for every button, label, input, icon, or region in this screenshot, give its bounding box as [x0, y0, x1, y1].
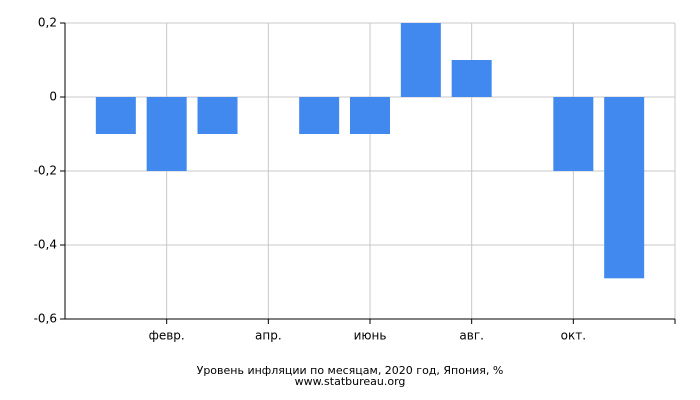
- x-tick-label: апр.: [255, 329, 282, 343]
- chart-title: Уровень инфляции по месяцам, 2020 год, Я…: [197, 364, 504, 377]
- bar: [350, 97, 390, 134]
- x-tick-label: авг.: [459, 329, 484, 343]
- y-tick-label: -0,4: [34, 238, 57, 252]
- bar: [197, 97, 238, 134]
- y-tick-label: -0,6: [34, 312, 57, 326]
- bar: [95, 97, 136, 134]
- bar: [604, 97, 645, 279]
- x-tick-label: июнь: [354, 329, 387, 343]
- x-tick-label: окт.: [561, 329, 586, 343]
- bar: [299, 97, 340, 134]
- chart-subtitle: www.statbureau.org: [295, 375, 406, 388]
- bar: [400, 23, 441, 97]
- y-tick-label: -0,2: [34, 164, 57, 178]
- bar: [451, 60, 492, 97]
- bar: [146, 97, 187, 171]
- x-tick-label: февр.: [149, 329, 185, 343]
- y-tick-label: 0: [49, 90, 57, 104]
- bar: [553, 97, 594, 171]
- y-tick-label: 0,2: [38, 16, 57, 30]
